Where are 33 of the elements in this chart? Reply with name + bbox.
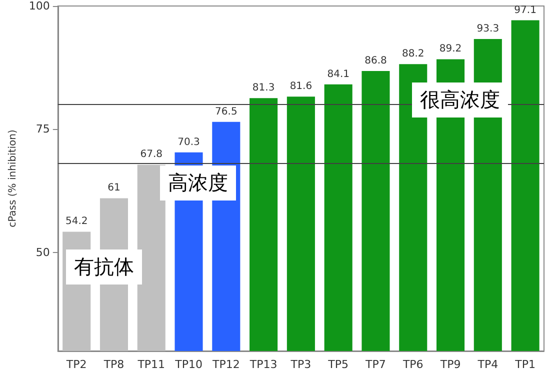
y-axis-title: cPass (% inhibition) xyxy=(8,130,18,228)
x-tick-label: TP7 xyxy=(364,358,386,371)
annotation: 很高浓度 xyxy=(412,82,508,118)
data-label: 86.8 xyxy=(364,56,387,67)
data-label: 67.8 xyxy=(140,149,163,160)
x-tick-label: TP6 xyxy=(402,358,424,371)
annotation: 高浓度 xyxy=(160,166,236,200)
x-tick-label: TP3 xyxy=(290,358,312,371)
data-label: 81.3 xyxy=(252,82,275,94)
x-tick-label: TP11 xyxy=(136,358,166,371)
data-label: 97.1 xyxy=(514,4,536,16)
x-tick-label: TP4 xyxy=(476,358,498,371)
data-label: 81.6 xyxy=(290,81,312,92)
y-tick-label: 50 xyxy=(36,246,50,259)
x-tick-label: TP10 xyxy=(174,358,202,371)
data-label: 61 xyxy=(108,182,120,194)
data-label: 76.5 xyxy=(215,106,238,118)
x-tick-label: TP9 xyxy=(439,358,461,371)
data-label: 89.2 xyxy=(439,44,462,55)
x-tick-label: TP2 xyxy=(65,358,87,371)
data-label: 88.2 xyxy=(402,48,424,60)
x-tick-label: TP13 xyxy=(248,358,278,371)
data-label: 70.3 xyxy=(178,136,200,148)
data-label: 84.1 xyxy=(327,68,350,80)
data-label: 93.3 xyxy=(476,24,500,35)
x-tick-label: TP12 xyxy=(211,358,240,371)
y-tick-label: 75 xyxy=(36,122,50,136)
x-tick-label: TP5 xyxy=(327,358,349,371)
x-tick-label: TP1 xyxy=(514,358,536,371)
y-tick-label: 100 xyxy=(28,0,50,12)
x-tick-label: TP8 xyxy=(102,358,124,371)
data-label: 54.2 xyxy=(65,216,88,228)
annotation: 有抗体 xyxy=(66,250,142,284)
